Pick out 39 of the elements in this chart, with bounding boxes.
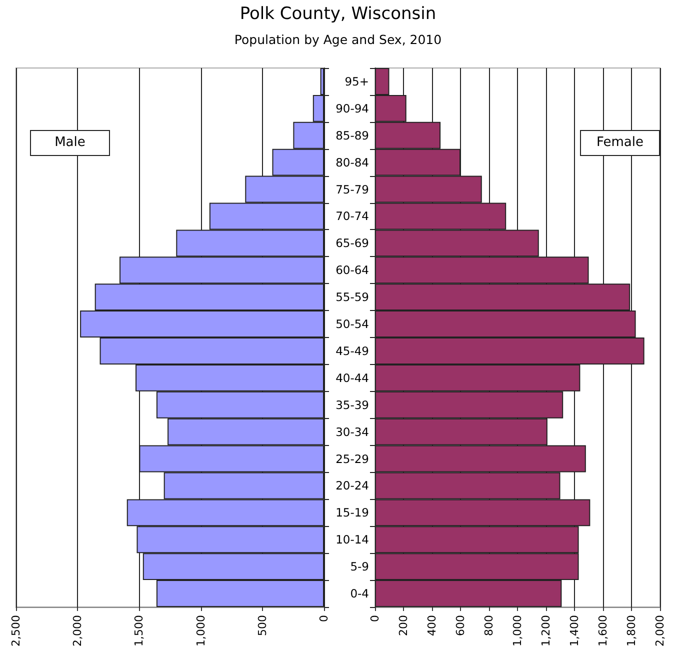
y-tick-label: 35-39: [336, 398, 369, 412]
y-tick-label: 65-69: [336, 236, 369, 250]
x-tick-label: 2,000: [71, 615, 84, 646]
x-tick-label: 1,400: [568, 615, 581, 646]
y-tick-label: 25-29: [336, 452, 369, 466]
y-tick-label: 75-79: [336, 182, 369, 196]
x-tick-label: 1,600: [596, 615, 610, 646]
y-tick-label: 30-34: [336, 424, 369, 439]
y-tick-label: 15-19: [336, 506, 369, 520]
y-tick-label: 20-24: [336, 478, 369, 493]
y-tick-label: 95+: [344, 74, 369, 88]
x-tick-label: 200: [397, 615, 410, 636]
x-tick-label: 1,000: [511, 615, 524, 646]
y-tick-label: 50-54: [336, 317, 369, 332]
y-tick-label: 0-4: [350, 586, 369, 601]
x-tick-label: 2,000: [654, 615, 666, 646]
y-tick-label: 70-74: [336, 209, 369, 224]
x-tick-label: 800: [482, 615, 496, 636]
x-tick-label: 0: [368, 615, 382, 622]
x-tick-label: 1,500: [132, 615, 146, 646]
y-tick-label: 60-64: [336, 263, 369, 278]
chart-subtitle: Population by Age and Sex, 2010: [233, 32, 443, 47]
chart-title: Polk County, Wisconsin: [238, 4, 438, 24]
y-tick-label: 5-9: [350, 560, 369, 574]
y-tick-label: 45-49: [336, 344, 369, 358]
x-tick-label: 1,000: [194, 615, 208, 646]
y-tick-label: 40-44: [336, 370, 369, 385]
x-tick-label: 400: [426, 615, 438, 636]
y-tick-label: 90-94: [336, 101, 369, 116]
x-tick-label: 1,800: [625, 615, 638, 646]
x-tick-label: 500: [256, 615, 269, 636]
y-tick-label: 55-59: [336, 290, 369, 304]
x-tick-label: 600: [454, 615, 467, 636]
x-tick-label: 2,500: [10, 615, 22, 646]
x-tick-label: 1,200: [540, 615, 552, 646]
y-tick-label: 80-84: [336, 155, 369, 170]
x-tick-label: 0: [318, 615, 330, 622]
y-tick-label: 85-89: [336, 128, 369, 142]
y-tick-label: 10-14: [336, 532, 369, 547]
